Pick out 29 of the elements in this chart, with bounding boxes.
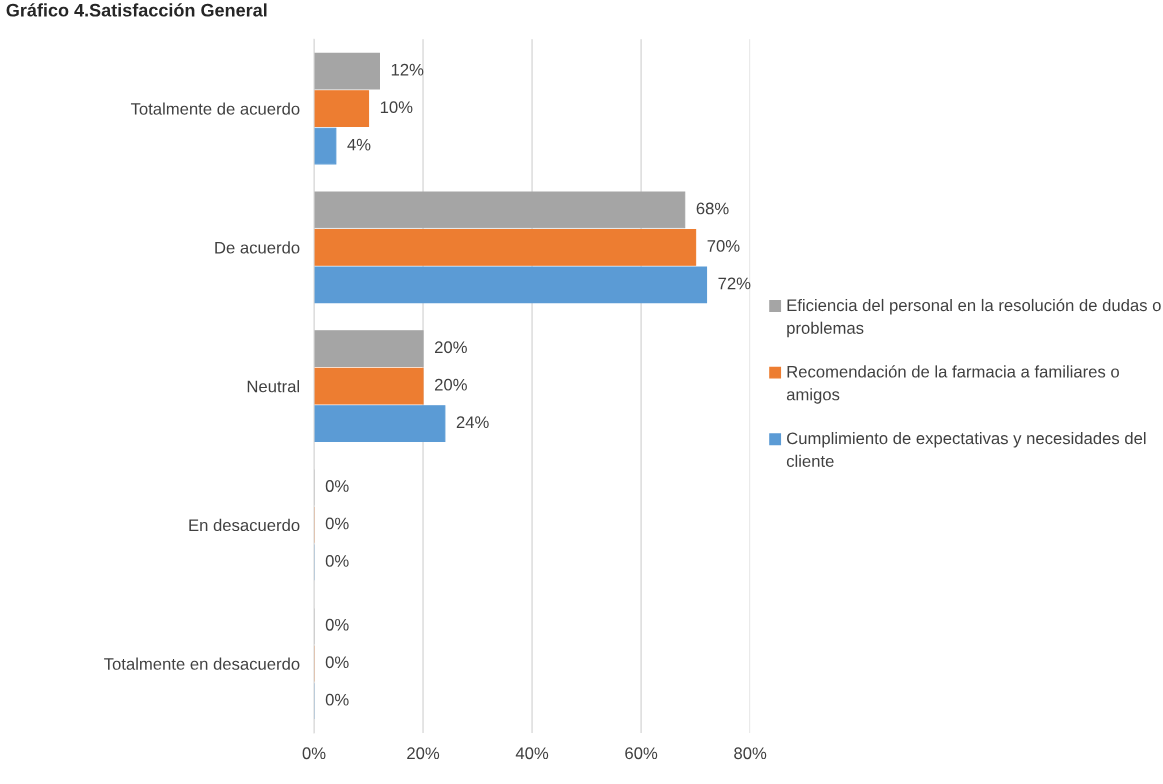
- y-tick-label: Totalmente en desacuerdo: [104, 657, 300, 670]
- data-label: 70%: [707, 240, 740, 252]
- y-tick-label: Totalmente de acuerdo: [130, 102, 300, 115]
- x-tick-label: 40%: [515, 747, 549, 760]
- legend-label: Recomendación de la farmacia a familiares o amigos: [786, 365, 1119, 404]
- data-label: 0%: [325, 517, 349, 530]
- y-tick-label: En desacuerdo: [189, 518, 300, 532]
- data-label: 68%: [696, 202, 729, 215]
- data-label: 12%: [391, 63, 424, 76]
- legend-label: Cumplimiento de expectativas y necesidades del cliente: [786, 431, 1146, 468]
- text: Gráfico 4.Satisfacción General: [6, 3, 267, 17]
- data-label: 4%: [347, 138, 371, 151]
- data-label: 20%: [434, 378, 467, 391]
- y-tick-label: De acuerdo: [215, 241, 300, 254]
- x-tick-label: 60%: [625, 747, 658, 760]
- data-label: 0%: [325, 656, 349, 669]
- y-tick-label: Neutral: [247, 380, 300, 393]
- data-label: 0%: [325, 693, 349, 706]
- data-label: 0%: [325, 555, 349, 567]
- data-label: 20%: [434, 341, 467, 354]
- legend-label: Eficiencia del personal en la resolución de dudas o problemas: [787, 298, 1161, 338]
- data-label: 0%: [325, 480, 349, 492]
- data-label: 0%: [325, 618, 349, 631]
- data-label: 24%: [456, 416, 489, 428]
- data-label: 10%: [380, 101, 413, 114]
- x-tick-label: 0%: [302, 747, 326, 760]
- data-label: 72%: [718, 277, 751, 290]
- x-tick-label: 20%: [407, 747, 440, 760]
- x-tick-label: 80%: [734, 747, 767, 760]
